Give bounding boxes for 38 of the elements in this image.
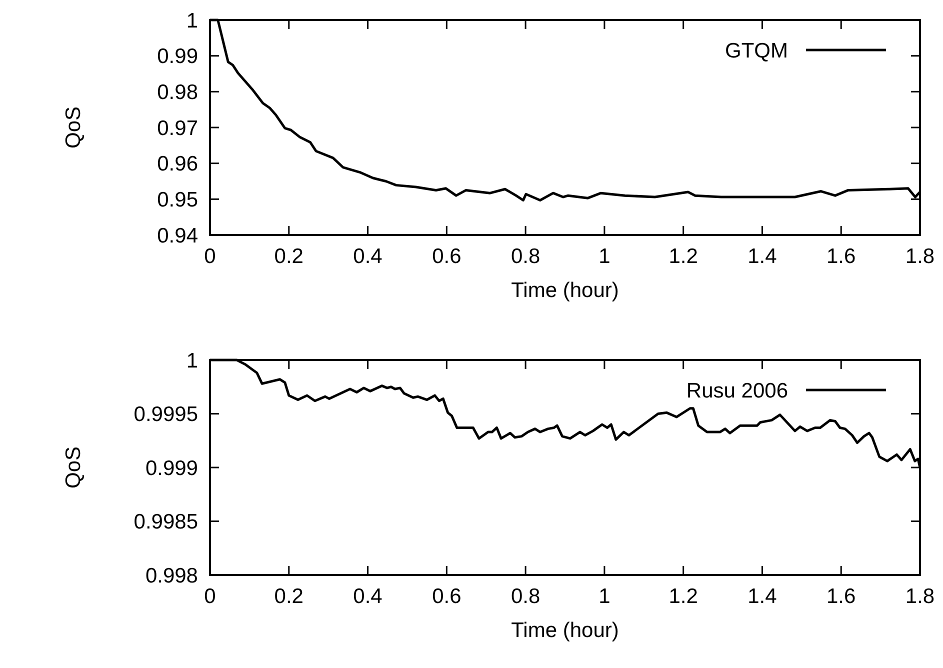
x-tick-label: 1.2: [668, 585, 698, 608]
x-tick-label: 1.8: [905, 585, 935, 608]
x-tick-label: 0.4: [353, 585, 383, 608]
legend-label: Rusu 2006: [686, 379, 788, 402]
x-axis-title: Time (hour): [511, 279, 619, 302]
y-tick-label: 0.9985: [134, 510, 198, 534]
x-tick-label: 1.2: [668, 245, 698, 268]
x-tick-label: 0.2: [274, 245, 304, 268]
x-tick-label: 1.4: [748, 585, 778, 608]
x-tick-label: 1.8: [905, 245, 935, 268]
y-tick-label: 0.94: [157, 224, 198, 248]
x-axis-title: Time (hour): [511, 619, 619, 642]
y-tick-label: 1: [186, 349, 198, 372]
x-tick-label: 1: [598, 245, 610, 268]
y-tick-label: 0.96: [157, 152, 198, 176]
y-tick-label: 0.99: [157, 45, 198, 68]
x-tick-label: 0.4: [353, 245, 383, 268]
y-tick-label: 0.97: [157, 116, 198, 140]
x-tick-label: 1.4: [748, 245, 778, 268]
x-tick-label: 1.6: [826, 585, 856, 608]
x-tick-label: 0.6: [432, 245, 462, 268]
legend-label: GTQM: [725, 39, 788, 62]
y-tick-label: 0.9995: [134, 403, 198, 426]
y-tick-label: 0.999: [145, 456, 198, 480]
y-tick-label: 1: [186, 9, 198, 32]
x-tick-label: 0: [204, 585, 216, 608]
x-tick-label: 0.6: [432, 585, 462, 608]
y-tick-label: 0.998: [145, 564, 198, 588]
x-tick-label: 1.6: [826, 245, 856, 268]
y-axis-title: QoS: [62, 106, 85, 149]
x-tick-label: 1: [598, 585, 610, 608]
y-tick-label: 0.98: [157, 81, 198, 104]
x-tick-label: 0.2: [274, 585, 304, 608]
y-tick-label: 0.95: [157, 188, 198, 212]
y-axis-title: QoS: [62, 446, 85, 489]
x-tick-label: 0: [204, 245, 216, 268]
x-tick-label: 0.8: [510, 585, 540, 608]
x-tick-label: 0.8: [510, 245, 540, 268]
